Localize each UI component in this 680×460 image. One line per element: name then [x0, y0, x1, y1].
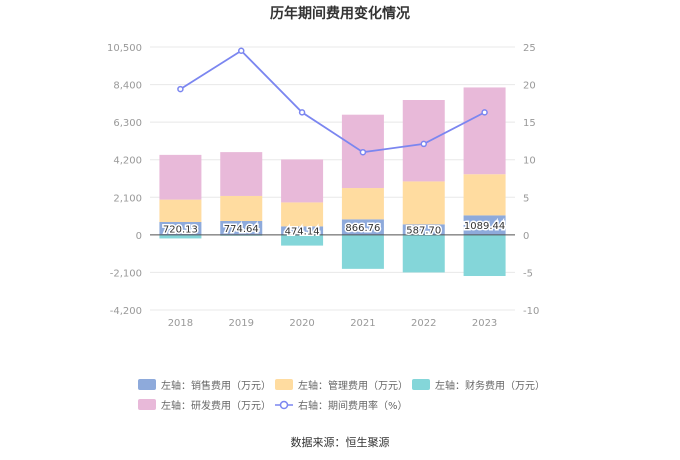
- right-axis-tick: 10: [523, 156, 536, 167]
- data-label: 774.64: [224, 224, 259, 235]
- data-label: 1089.44: [464, 221, 505, 232]
- rate-point: [177, 85, 184, 93]
- left-axis-tick: -2,100: [110, 268, 142, 279]
- left-axis-tick: -4,200: [110, 306, 142, 317]
- rate-point: [481, 109, 488, 116]
- legend-label: 左轴：研发费用（万元）: [161, 399, 271, 412]
- legend-label: 左轴：销售费用（万元）: [161, 379, 271, 392]
- legend-swatch: [275, 379, 293, 390]
- bar-segment: [341, 234, 384, 269]
- left-axis-tick: 4,200: [113, 156, 142, 167]
- bar-segment: [402, 234, 445, 273]
- bar-segment: [220, 220, 263, 235]
- x-axis-tick: 2018: [168, 318, 193, 329]
- x-axis-tick: 2020: [289, 318, 314, 329]
- right-axis-tick: -10: [523, 306, 539, 317]
- bar-segment: [281, 159, 324, 203]
- bar-segment: [281, 202, 324, 227]
- left-axis-tick: 6,300: [113, 118, 142, 129]
- x-axis-tick: 2023: [472, 318, 497, 329]
- bar-segment: [402, 181, 445, 225]
- right-axis-tick: 5: [523, 193, 529, 204]
- bar-segment: [159, 234, 202, 239]
- bar-segment: [463, 215, 506, 235]
- bar-segment: [463, 174, 506, 216]
- right-axis-tick: 20: [523, 81, 536, 92]
- bar-segment: [463, 87, 506, 175]
- legend-swatch: [412, 379, 430, 390]
- data-label: 720.13: [163, 224, 198, 235]
- right-axis-tick: 0: [523, 231, 529, 242]
- right-axis-tick: 25: [523, 43, 536, 54]
- x-axis-tick: 2019: [229, 318, 254, 329]
- data-label: 866.76: [345, 223, 380, 234]
- bar-segment: [341, 219, 384, 235]
- legend: 左轴：销售费用（万元） 左轴：管理费用（万元） 左轴：财务费用（万元） 左轴：研发费用…: [138, 379, 545, 412]
- rate-point: [238, 47, 245, 55]
- rate-point: [359, 148, 367, 156]
- bar-segment: [281, 226, 324, 235]
- left-axis-tick: 2,100: [113, 193, 142, 204]
- bar-segment: [281, 234, 324, 246]
- data-label: 474.14: [285, 227, 320, 238]
- bar-segment: [220, 152, 263, 196]
- left-axis-tick: 10,500: [107, 43, 142, 54]
- bar-segment: [402, 224, 445, 235]
- legend-swatch: [138, 379, 156, 390]
- bar-segment: [463, 234, 506, 277]
- left-axis-tick: 0: [136, 231, 142, 242]
- right-axis-tick: -5: [523, 268, 533, 279]
- left-axis-tick: 8,400: [113, 81, 142, 92]
- source-text: 数据来源：恒生聚源: [291, 435, 390, 449]
- legend-label: 左轴：财务费用（万元）: [435, 379, 545, 392]
- data-label-area: 720.13 774.64 474.14 866.76 587.70 1089.44: [161, 220, 506, 240]
- line-area: [177, 47, 488, 156]
- x-axis-tick: 2022: [411, 318, 436, 329]
- legend-label: 右轴：期间费用率（%）: [298, 399, 408, 412]
- legend-line-marker: [279, 400, 289, 410]
- grid-lines: [150, 46, 515, 311]
- bar-area: [150, 87, 515, 277]
- x-axis-tick: 2021: [350, 318, 375, 329]
- bar-segment: [159, 199, 202, 222]
- bar-segment: [341, 188, 384, 220]
- chart-title: 历年期间费用变化情况: [270, 5, 410, 22]
- bar-segment: [159, 221, 202, 235]
- bar-segment: [159, 154, 202, 200]
- rate-point: [420, 140, 427, 148]
- right-axis-tick: 15: [523, 118, 536, 129]
- rate-point: [298, 109, 306, 116]
- rate-line: [179, 49, 485, 154]
- bar-segment: [220, 195, 263, 221]
- legend-label: 左轴：管理费用（万元）: [298, 379, 408, 392]
- legend-swatch: [138, 399, 156, 410]
- axis-labels: -4,200 -2,100 0 2,100 4,200 6,300 8,400 10,500 -…: [107, 43, 539, 329]
- data-label: 587.70: [406, 226, 441, 237]
